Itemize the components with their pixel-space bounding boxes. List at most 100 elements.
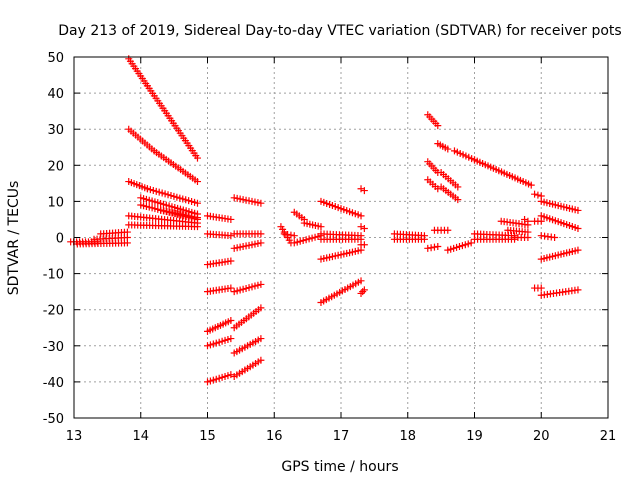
data-point — [242, 196, 250, 204]
data-point — [248, 197, 256, 205]
data-series-segment — [204, 335, 235, 350]
data-point — [239, 196, 247, 204]
data-point — [245, 197, 253, 205]
data-point — [193, 214, 201, 222]
data-point — [248, 283, 256, 291]
data-point — [123, 228, 131, 236]
data-point — [434, 122, 442, 130]
data-point — [254, 240, 262, 248]
data-point — [166, 208, 174, 216]
y-tick-label: 10 — [47, 195, 64, 210]
data-point — [248, 241, 256, 249]
data-series-segment — [204, 257, 235, 269]
data-point — [531, 190, 539, 198]
data-point — [245, 241, 253, 249]
data-point — [193, 199, 201, 207]
data-series-segment — [434, 140, 452, 153]
data-point — [574, 286, 582, 294]
x-tick-label: 16 — [266, 429, 283, 444]
data-series-segment — [497, 217, 532, 229]
data-point — [467, 239, 475, 247]
data-point — [299, 237, 307, 245]
y-tick-label: -50 — [43, 412, 64, 427]
data-point — [574, 224, 582, 232]
x-tick-label: 15 — [199, 429, 216, 444]
data-point — [454, 183, 462, 191]
data-series-segment — [357, 185, 368, 195]
x-tick-label: 14 — [132, 429, 149, 444]
data-point — [534, 191, 542, 199]
data-point — [239, 285, 247, 293]
data-point — [233, 287, 241, 295]
data-series-segment — [204, 371, 235, 386]
chart-title: Day 213 of 2019, Sidereal Day-to-day VTE… — [58, 23, 621, 39]
data-series-segment — [437, 183, 462, 204]
y-tick-label: 0 — [56, 232, 64, 247]
data-point — [227, 335, 235, 343]
data-point — [551, 234, 559, 241]
data-series-segment — [424, 243, 442, 252]
data-series-segment — [390, 235, 428, 243]
data-point — [233, 194, 241, 202]
data-point — [182, 196, 190, 204]
data-point — [251, 282, 259, 290]
data-series-segment — [357, 241, 368, 249]
data-series-segment — [317, 235, 365, 243]
y-tick-label: 20 — [47, 159, 64, 174]
data-point — [227, 284, 235, 292]
data-series-segment — [537, 212, 582, 232]
data-series-segment — [125, 221, 201, 231]
tick-labels: 13 14 15 16 17 18 19 20 21 50 40 30 20 10 0 -10 -20 -30 -4… — [43, 51, 617, 444]
data-point — [170, 192, 178, 200]
y-tick-label: -20 — [43, 304, 64, 319]
ticks — [73, 56, 609, 419]
data-point — [420, 235, 428, 243]
x-tick-label: 13 — [66, 429, 83, 444]
data-point — [280, 230, 288, 238]
y-tick-label: -30 — [43, 340, 64, 355]
data-point — [254, 199, 262, 207]
data-point — [172, 209, 180, 217]
data-series-segment — [230, 280, 265, 296]
y-axis-label: SDTVAR / TECUs — [6, 181, 22, 296]
data-point — [524, 234, 532, 241]
data-point — [360, 286, 368, 294]
data-series-segment — [317, 197, 365, 220]
data-point — [193, 223, 201, 231]
data-point — [537, 284, 545, 292]
data-series-segment — [143, 82, 201, 162]
data-series-segment — [430, 226, 452, 234]
data-series-segment — [424, 111, 442, 130]
data-point — [284, 230, 292, 238]
data-point — [167, 192, 175, 200]
data-point — [152, 187, 160, 195]
data-point — [245, 284, 253, 292]
data-series-segment — [504, 226, 532, 236]
data-series-segment — [531, 284, 545, 292]
data-point — [236, 243, 244, 251]
data-series-segment — [204, 230, 235, 240]
data-point — [164, 191, 172, 199]
data-point — [257, 230, 265, 238]
data-series-segment — [317, 277, 365, 306]
data-point — [290, 239, 298, 247]
data-point — [257, 304, 265, 312]
data-point — [193, 154, 201, 162]
data-point — [251, 198, 259, 206]
data-series-segment — [357, 223, 368, 232]
data-series-segment — [230, 194, 265, 207]
data-series-segment — [537, 246, 582, 263]
data-point — [181, 211, 189, 219]
data-series-segment — [531, 217, 545, 225]
data-point — [308, 234, 316, 242]
data-series-segment — [511, 234, 532, 241]
data-point — [257, 335, 265, 343]
data-series-segment — [143, 185, 201, 207]
y-tick-label: 50 — [47, 51, 64, 66]
data-series-segment — [290, 232, 325, 247]
data-series-segment — [230, 304, 265, 332]
data-series-segment — [204, 284, 235, 296]
data-point — [227, 317, 235, 325]
data-point — [257, 199, 265, 207]
